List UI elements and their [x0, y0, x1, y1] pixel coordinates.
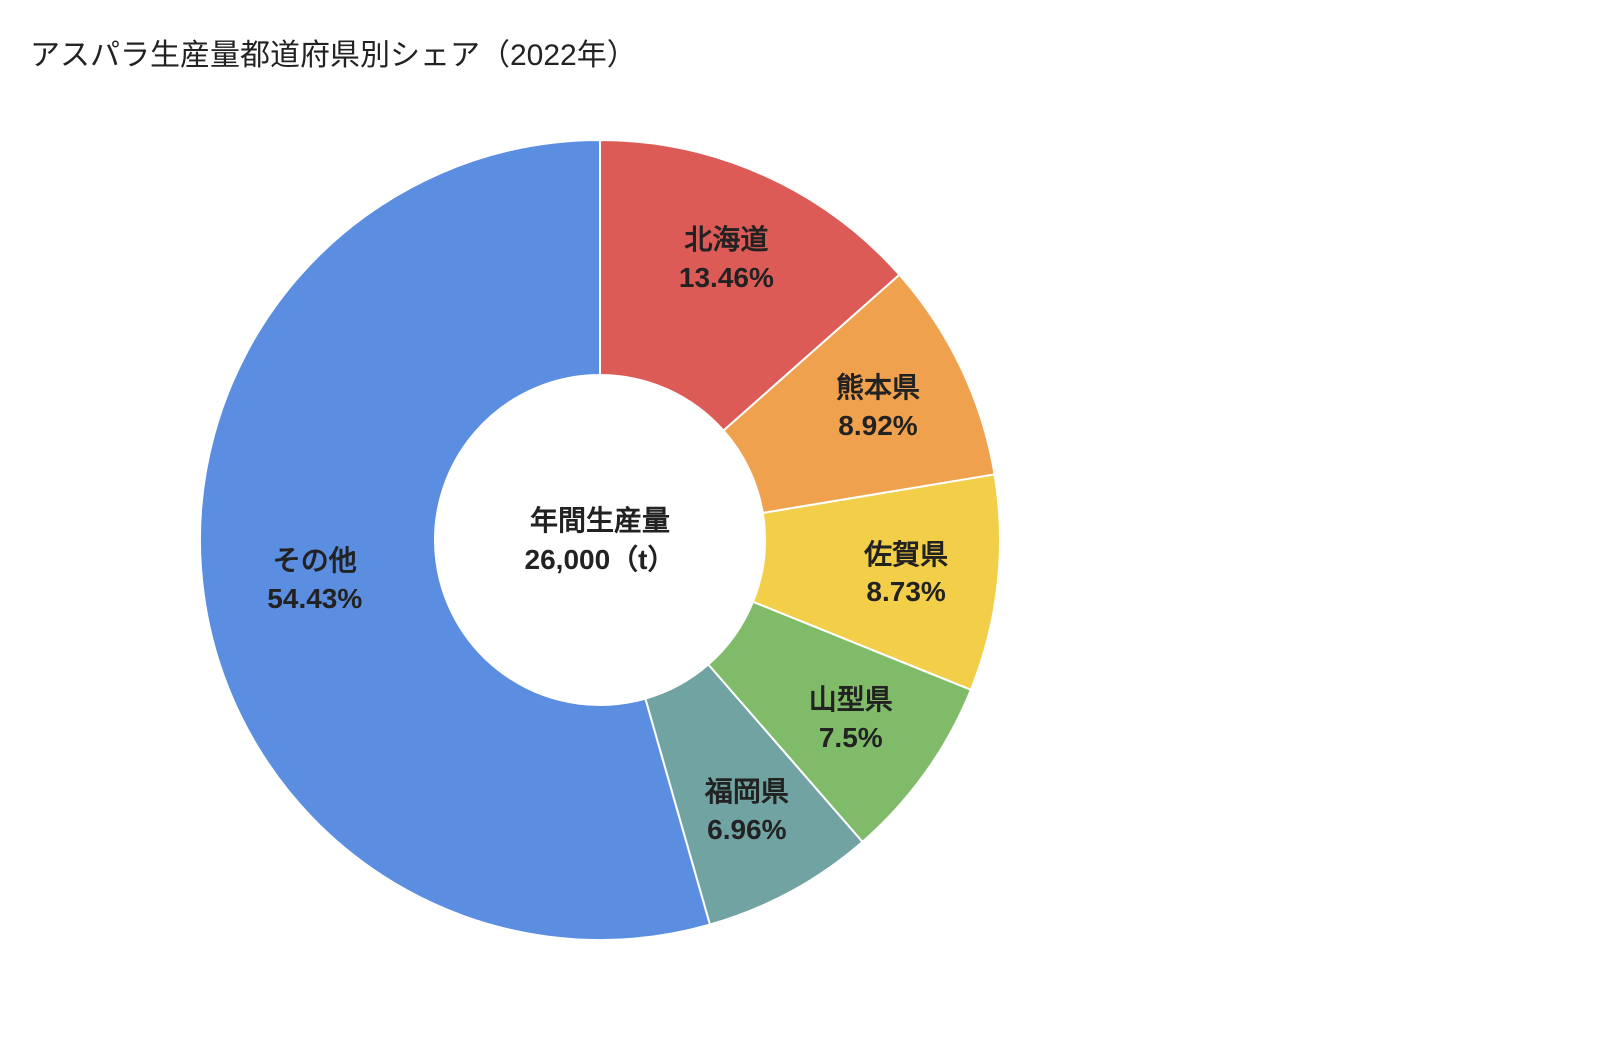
slice-label: 福岡県6.96% — [705, 773, 789, 849]
slice-label: その他54.43% — [267, 542, 362, 618]
slice-percent: 54.43% — [267, 580, 362, 618]
slice-name: 福岡県 — [705, 773, 789, 811]
slice-percent: 7.5% — [809, 719, 893, 757]
center-line-1: 年間生産量 — [525, 501, 676, 540]
slice-label: 佐賀県8.73% — [864, 536, 948, 612]
slice-percent: 6.96% — [705, 811, 789, 849]
slice-name: 佐賀県 — [864, 536, 948, 574]
donut-center-label: 年間生産量 26,000（t） — [525, 501, 676, 579]
slice-name: 熊本県 — [836, 370, 920, 408]
slice-percent: 8.92% — [836, 407, 920, 445]
slice-percent: 13.46% — [679, 259, 774, 297]
slice-label: 北海道13.46% — [679, 221, 774, 297]
chart-stage: アスパラ生産量都道府県別シェア（2022年） 年間生産量 26,000（t） 北… — [0, 0, 1600, 1063]
slice-percent: 8.73% — [864, 574, 948, 612]
slice-name: 山型県 — [809, 681, 893, 719]
slice-label: 山型県7.5% — [809, 681, 893, 757]
slice-label: 熊本県8.92% — [836, 370, 920, 446]
center-line-2: 26,000（t） — [525, 540, 676, 579]
donut-chart — [0, 0, 1600, 1063]
slice-name: その他 — [267, 542, 362, 580]
slice-name: 北海道 — [679, 221, 774, 259]
